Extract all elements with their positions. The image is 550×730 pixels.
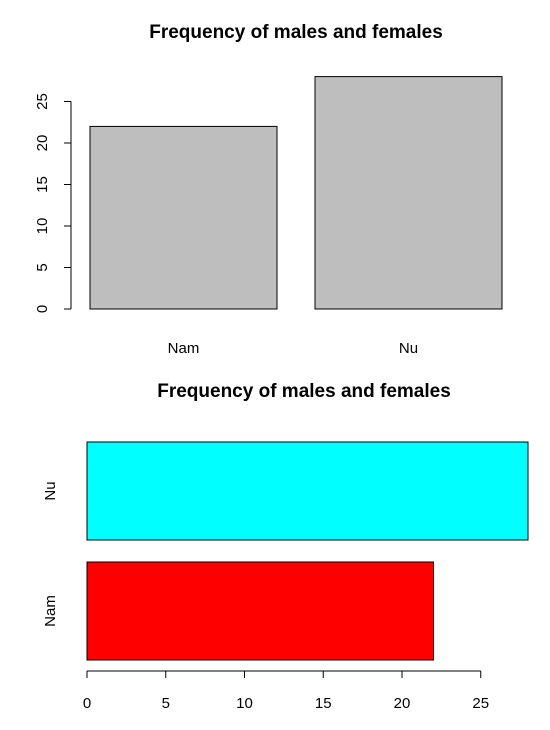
- y-tick-label-5: 5: [34, 263, 51, 271]
- y-tick-label-nu: Nu: [42, 481, 59, 500]
- x-tick-label-nam: Nam: [168, 340, 200, 357]
- x-tick-label-5: 5: [162, 695, 170, 712]
- chart1-title: Frequency of males and females: [149, 22, 443, 43]
- bar-nam: [86, 561, 434, 661]
- y-tick-label-25: 25: [34, 93, 51, 110]
- bar-nam: [89, 125, 278, 310]
- y-tick-label-15: 15: [34, 176, 51, 193]
- y-tick-label-10: 10: [34, 218, 51, 235]
- horizontal-bar-chart: Frequency of males and females Nam Nu 0 5 10…: [42, 381, 529, 712]
- x-tick-label-0: 0: [83, 695, 91, 712]
- x-tick-label-15: 15: [315, 695, 332, 712]
- vertical-bar-chart: Frequency of males and females Nam Nu 0 5 10…: [34, 22, 503, 357]
- y-tick-label-20: 20: [34, 135, 51, 152]
- x-tick-label-nu: Nu: [399, 340, 418, 357]
- y-tick-label-nam: Nam: [42, 595, 59, 627]
- x-tick-label-10: 10: [236, 695, 253, 712]
- y-tick-label-0: 0: [34, 305, 51, 313]
- bar-nu: [314, 76, 503, 310]
- bar-nu: [86, 441, 529, 541]
- x-tick-label-25: 25: [472, 695, 489, 712]
- chart2-title: Frequency of males and females: [157, 381, 451, 402]
- x-tick-label-20: 20: [394, 695, 411, 712]
